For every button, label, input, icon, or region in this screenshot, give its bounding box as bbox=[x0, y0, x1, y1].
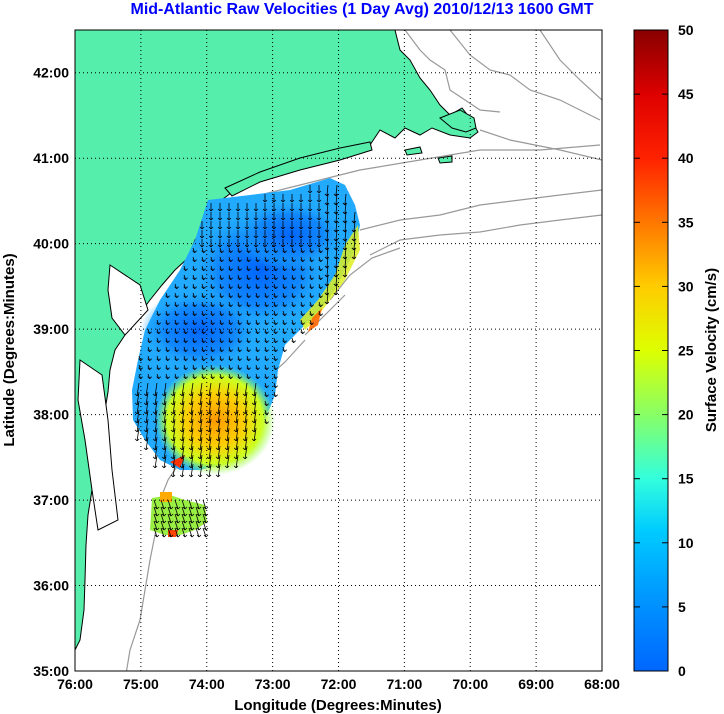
cape-cod bbox=[439, 109, 477, 133]
y-tick-label: 41:00 bbox=[33, 150, 69, 166]
chart-title: Mid-Atlantic Raw Velocities (1 Day Avg) … bbox=[130, 1, 594, 18]
colorbar-label: Surface Velocity (cm/s) bbox=[703, 268, 720, 432]
colorbar-tick-label: 5 bbox=[678, 599, 686, 615]
velocity-field bbox=[132, 178, 360, 537]
x-tick-label: 74:00 bbox=[189, 676, 225, 692]
plot-frame bbox=[74, 29, 603, 672]
colorbar-tick-label: 20 bbox=[678, 407, 694, 423]
x-axis-label: Longitude (Degrees:Minutes) bbox=[234, 697, 442, 714]
islands bbox=[404, 146, 453, 164]
colorbar-tick-label: 10 bbox=[678, 535, 694, 551]
x-tick-label: 71:00 bbox=[386, 676, 422, 692]
x-tick-label: 72:00 bbox=[321, 676, 357, 692]
y-axis-label: Latitude (Degrees:Minutes) bbox=[1, 253, 18, 446]
x-tick-label: 70:00 bbox=[452, 676, 488, 692]
y-tick-label: 37:00 bbox=[33, 492, 69, 508]
y-tick-label: 40:00 bbox=[33, 236, 69, 252]
colorbar-tick-label: 45 bbox=[678, 86, 694, 102]
y-tick-labels: 42:00 41:00 40:00 39:00 38:00 37:00 36:00 35:00 bbox=[33, 65, 69, 679]
colorbar-tick-label: 25 bbox=[678, 343, 694, 359]
y-tick-label: 36:00 bbox=[33, 578, 69, 594]
x-tick-label: 69:00 bbox=[518, 676, 554, 692]
colorbar-tick-label: 0 bbox=[678, 663, 686, 679]
delaware-bay bbox=[107, 264, 149, 336]
y-tick-label: 35:00 bbox=[33, 663, 69, 679]
velocity-vectors bbox=[134, 184, 357, 538]
shelf-break-edge bbox=[300, 225, 360, 330]
y-tick-label: 42:00 bbox=[33, 65, 69, 81]
x-tick-label: 68:00 bbox=[584, 676, 620, 692]
chesapeake-bay bbox=[77, 359, 119, 531]
colorbar-tick-label: 30 bbox=[678, 278, 694, 294]
colorbar-tick-label: 40 bbox=[678, 150, 694, 166]
colorbar-tick-label: 15 bbox=[678, 471, 694, 487]
y-tick-label: 38:00 bbox=[33, 407, 69, 423]
x-tick-label: 76:00 bbox=[57, 676, 93, 692]
x-tick-label: 73:00 bbox=[255, 676, 291, 692]
x-tick-label: 75:00 bbox=[123, 676, 159, 692]
colorbar-tick-label: 35 bbox=[678, 214, 694, 230]
y-tick-label: 39:00 bbox=[33, 321, 69, 337]
colorbar-tick-label: 50 bbox=[678, 22, 694, 38]
x-tick-labels: 76:00 75:00 74:00 73:00 72:00 71:00 70:00 69:00… bbox=[57, 676, 620, 692]
grid-lines bbox=[75, 30, 602, 671]
long-island bbox=[224, 141, 373, 197]
